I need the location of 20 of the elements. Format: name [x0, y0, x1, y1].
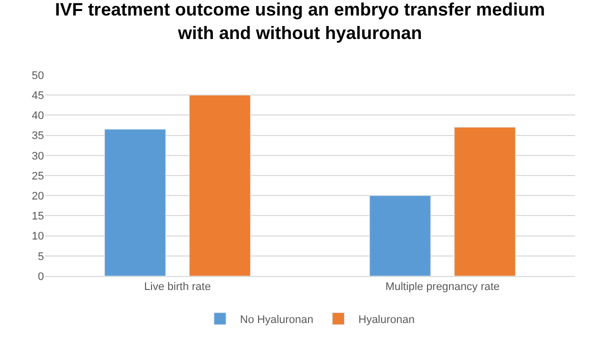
bar [104, 129, 166, 276]
y-tick-label: 20 [32, 190, 44, 202]
bar [454, 127, 516, 276]
chart-title: IVF treatment outcome using an embryo transfer medium with and without hyaluronan [54, 0, 546, 43]
bar [189, 94, 251, 276]
y-tick-label: 10 [32, 230, 44, 243]
y-tick-label: 25 [32, 170, 44, 182]
y-tick-label: 5 [38, 250, 44, 263]
x-tick-label: Multiple pregnancy rate [385, 281, 500, 294]
legend-label: Hyaluronan [358, 314, 415, 326]
x-tick-label: Live birth rate [144, 281, 211, 294]
legend-label: No Hyaluronan [240, 314, 314, 326]
y-tick-label: 35 [32, 130, 44, 142]
y-tick-label: 30 [32, 150, 44, 162]
y-tick-label: 50 [32, 70, 44, 82]
bar [369, 195, 431, 276]
y-tick-label: 40 [32, 110, 44, 122]
y-tick-label: 45 [32, 90, 44, 102]
y-tick-label: 0 [38, 270, 44, 283]
y-tick-label: 15 [32, 210, 44, 223]
